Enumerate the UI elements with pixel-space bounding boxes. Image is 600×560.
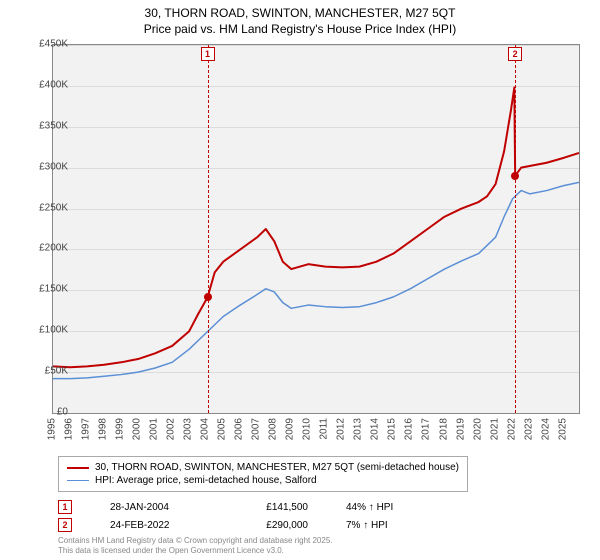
x-tick-label: 2016 — [404, 418, 415, 440]
x-tick-label: 2015 — [387, 418, 398, 440]
sale-date: 28-JAN-2004 — [110, 502, 200, 513]
sale-diff: 7% ↑ HPI — [346, 520, 426, 531]
y-tick-label: £150K — [22, 284, 68, 295]
marker-pin: 1 — [201, 47, 215, 61]
y-tick-label: £350K — [22, 120, 68, 131]
legend-swatch — [67, 480, 89, 481]
legend-swatch — [67, 467, 89, 469]
y-tick-label: £50K — [22, 366, 68, 377]
attribution: Contains HM Land Registry data © Crown c… — [58, 536, 333, 555]
x-tick-label: 1996 — [64, 418, 75, 440]
x-tick-label: 2020 — [472, 418, 483, 440]
x-tick-label: 2021 — [489, 418, 500, 440]
x-tick-label: 2013 — [353, 418, 364, 440]
sale-date: 24-FEB-2022 — [110, 520, 200, 531]
sale-row: 2 24-FEB-2022 £290,000 7% ↑ HPI — [58, 516, 426, 534]
y-tick-label: £0 — [22, 407, 68, 418]
x-tick-label: 2024 — [540, 418, 551, 440]
x-tick-label: 2002 — [166, 418, 177, 440]
x-tick-label: 2022 — [506, 418, 517, 440]
plot-area: 12 — [52, 44, 580, 414]
x-tick-label: 2019 — [455, 418, 466, 440]
x-tick-label: 2004 — [200, 418, 211, 440]
series-svg — [53, 45, 579, 413]
marker-vline — [208, 45, 209, 413]
title-line-2: Price paid vs. HM Land Registry's House … — [0, 22, 600, 38]
x-tick-label: 2014 — [370, 418, 381, 440]
legend-label: 30, THORN ROAD, SWINTON, MANCHESTER, M27… — [95, 462, 459, 473]
x-tick-label: 2017 — [421, 418, 432, 440]
x-tick-label: 2008 — [268, 418, 279, 440]
sale-row: 1 28-JAN-2004 £141,500 44% ↑ HPI — [58, 498, 426, 516]
marker-vline — [515, 45, 516, 413]
x-tick-label: 2009 — [285, 418, 296, 440]
y-tick-label: £300K — [22, 161, 68, 172]
legend-label: HPI: Average price, semi-detached house,… — [95, 475, 317, 486]
x-tick-label: 1997 — [81, 418, 92, 440]
x-tick-label: 2025 — [557, 418, 568, 440]
sale-diff: 44% ↑ HPI — [346, 502, 426, 513]
y-tick-label: £400K — [22, 79, 68, 90]
y-tick-label: £100K — [22, 325, 68, 336]
attribution-line-1: Contains HM Land Registry data © Crown c… — [58, 536, 333, 546]
attribution-line-2: This data is licensed under the Open Gov… — [58, 546, 333, 556]
x-axis-labels: 1995199619971998199920002001200220032004… — [52, 416, 580, 452]
marker-pin: 2 — [508, 47, 522, 61]
y-tick-label: £450K — [22, 39, 68, 50]
sale-index-box: 2 — [58, 518, 72, 532]
chart-title: 30, THORN ROAD, SWINTON, MANCHESTER, M27… — [0, 0, 600, 37]
x-tick-label: 2003 — [183, 418, 194, 440]
x-tick-label: 2023 — [523, 418, 534, 440]
legend: 30, THORN ROAD, SWINTON, MANCHESTER, M27… — [58, 456, 468, 492]
sale-index-box: 1 — [58, 500, 72, 514]
marker-dot — [511, 172, 519, 180]
x-tick-label: 2006 — [234, 418, 245, 440]
legend-item: 30, THORN ROAD, SWINTON, MANCHESTER, M27… — [67, 461, 459, 474]
legend-item: HPI: Average price, semi-detached house,… — [67, 474, 459, 487]
x-tick-label: 2012 — [336, 418, 347, 440]
x-tick-label: 1999 — [115, 418, 126, 440]
sales-table: 1 28-JAN-2004 £141,500 44% ↑ HPI 2 24-FEB-202… — [58, 498, 426, 534]
sale-price: £290,000 — [238, 520, 308, 531]
chart-container: 30, THORN ROAD, SWINTON, MANCHESTER, M27… — [0, 0, 600, 560]
x-tick-label: 2018 — [438, 418, 449, 440]
x-tick-label: 1995 — [47, 418, 58, 440]
x-tick-label: 2005 — [217, 418, 228, 440]
x-tick-label: 2007 — [251, 418, 262, 440]
y-tick-label: £250K — [22, 202, 68, 213]
series-line — [53, 182, 579, 378]
marker-dot — [204, 293, 212, 301]
x-tick-label: 2011 — [319, 418, 330, 440]
sale-price: £141,500 — [238, 502, 308, 513]
x-tick-label: 2010 — [302, 418, 313, 440]
y-tick-label: £200K — [22, 243, 68, 254]
title-line-1: 30, THORN ROAD, SWINTON, MANCHESTER, M27… — [0, 6, 600, 22]
x-tick-label: 2000 — [132, 418, 143, 440]
x-tick-label: 1998 — [98, 418, 109, 440]
x-tick-label: 2001 — [149, 418, 160, 440]
